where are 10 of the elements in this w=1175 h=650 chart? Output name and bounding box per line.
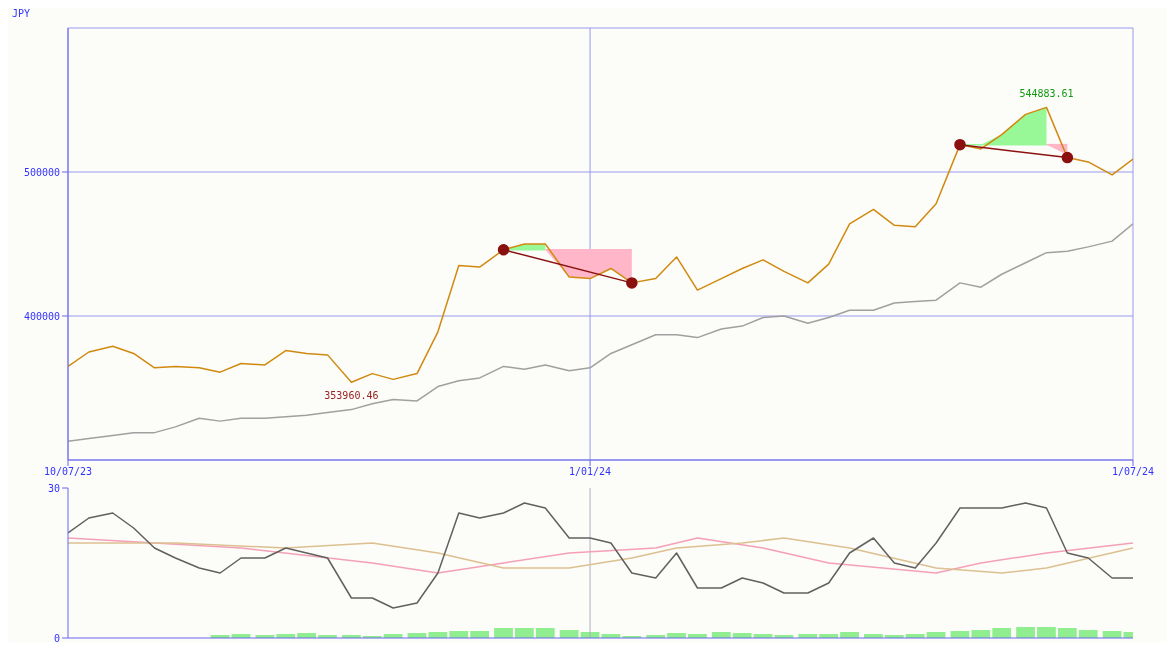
x-tick-label: 1/07/24 [1111, 466, 1155, 478]
y-tick-label: 400000 [23, 310, 60, 322]
x-tick-label: 10/07/23 [43, 466, 93, 478]
y-tick-label: 0 [53, 632, 60, 644]
y-tick-label: 500000 [23, 166, 60, 178]
x-tick-label: 1/01/24 [568, 466, 612, 478]
y-tick-label: 30 [47, 482, 60, 494]
annotation: 544883.61 [1019, 88, 1074, 100]
annotation: 353960.46 [324, 390, 379, 402]
y-axis-title: JPY [11, 8, 32, 21]
